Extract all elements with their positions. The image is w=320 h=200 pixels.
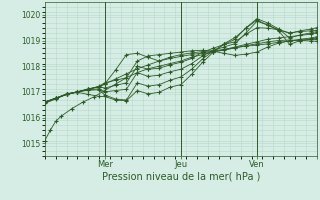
X-axis label: Pression niveau de la mer( hPa ): Pression niveau de la mer( hPa )	[102, 172, 260, 182]
